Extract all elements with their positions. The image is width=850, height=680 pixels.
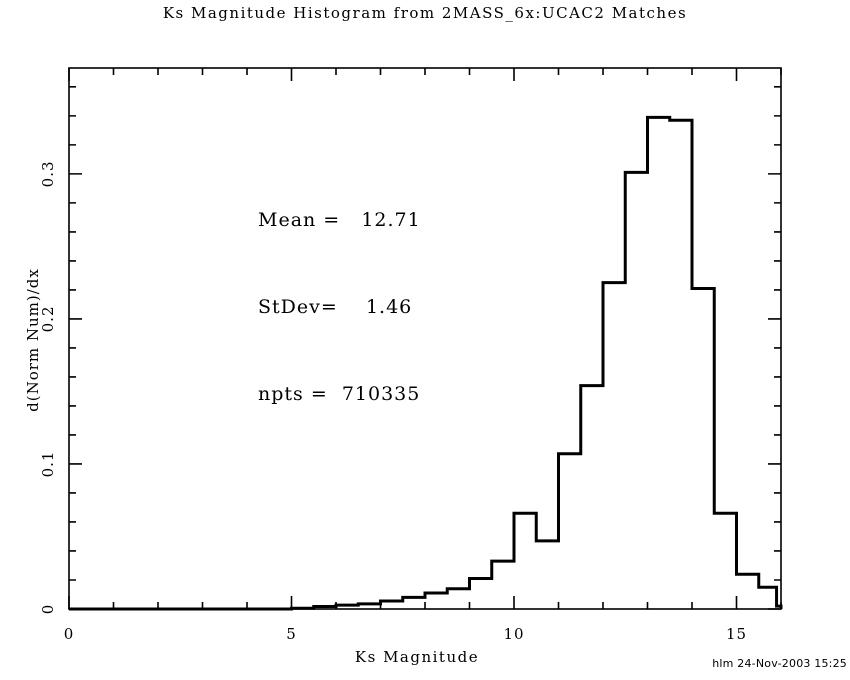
chart-title: Ks Magnitude Histogram from 2MASS_6x:UCA… [162,4,688,22]
stat-mean: Mean = 12.71 [258,209,421,231]
y-tick-label: 0.1 [39,451,57,478]
plot-box [68,67,782,610]
y-tick-label: 0.3 [39,160,57,187]
x-tick-label: 5 [286,625,297,643]
x-tick-label: 10 [503,625,524,643]
y-axis-title: d(Norm Num)/dx [24,268,42,412]
x-tick-label: 15 [726,625,747,643]
credit-timestamp: hlm 24-Nov-2003 15:25 [712,657,847,670]
x-tick-label: 0 [64,625,75,643]
y-tick-label: 0.2 [39,305,57,332]
stat-npts: npts = 710335 [258,383,421,405]
y-tick-label: 0 [39,604,57,615]
axis-ticks [68,68,782,610]
x-axis-title: Ks Magnitude [354,648,480,666]
stat-stdev: StDev= 1.46 [258,296,413,318]
stats-annotation: Mean = 12.71 StDev= 1.46 npts = 710335 [258,148,421,467]
histogram-line [69,115,783,611]
